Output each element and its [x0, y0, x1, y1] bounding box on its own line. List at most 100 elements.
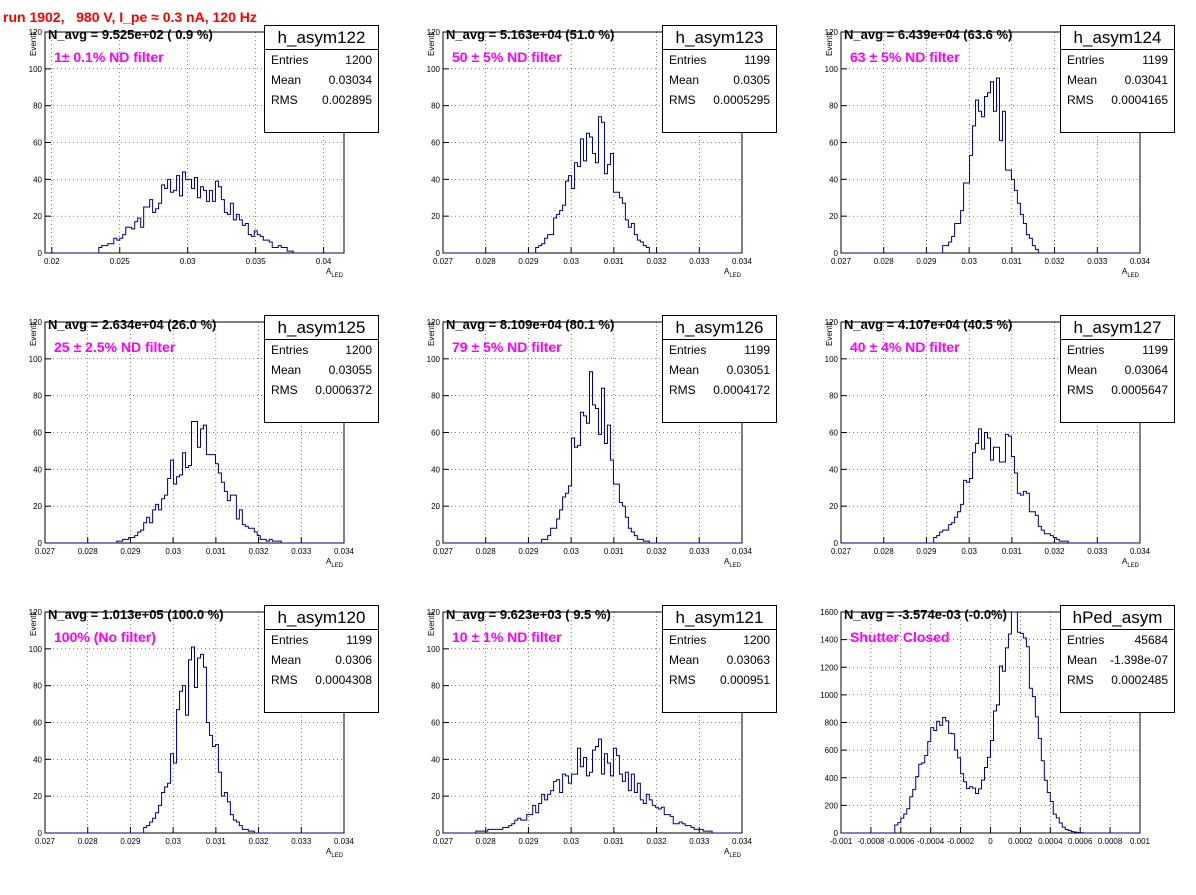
x-tick-label: 0.027 — [831, 547, 852, 556]
y-tick-label: 0 — [436, 829, 441, 838]
x-axis-label: ALED — [326, 267, 344, 279]
run-title: run 1902, 980 V, I_pe ≈ 0.3 nA, 120 Hz — [3, 9, 257, 25]
x-tick-label: 0.03 — [961, 257, 977, 266]
stats-value: 0.03051 — [726, 363, 770, 377]
x-tick-label: 0.032 — [647, 837, 668, 846]
x-tick-label: 0 — [988, 837, 993, 846]
x-tick-label: 0.031 — [206, 837, 227, 846]
x-tick-label: 0.032 — [249, 837, 270, 846]
stats-value: 1199 — [1142, 343, 1168, 357]
y-tick-label: 400 — [825, 774, 839, 783]
stats-row-rms: RMS 0.0006372 — [265, 380, 378, 400]
x-tick-label: 0.033 — [689, 257, 710, 266]
stats-label: Entries — [1067, 343, 1105, 357]
x-tick-label: 0.027 — [433, 837, 454, 846]
histogram-line — [841, 611, 1140, 834]
y-tick-label: 100 — [29, 645, 43, 654]
y-tick-label: 20 — [33, 502, 42, 511]
x-tick-label: 0.028 — [78, 837, 99, 846]
x-tick-label: 0.027 — [433, 547, 454, 556]
stats-label: RMS — [271, 673, 298, 687]
histogram-svg: 0.027 0.028 0.029 0.03 0.031 0.032 0.033 0.034 0… — [825, 318, 1151, 569]
stats-value: 0.0005295 — [713, 93, 770, 107]
x-tick-label: 0.0008 — [1098, 837, 1123, 846]
y-tick-label: 200 — [825, 801, 839, 810]
x-tick-label: 0.03 — [165, 837, 181, 846]
stats-label: RMS — [271, 93, 298, 107]
y-tick-label: 100 — [29, 65, 43, 74]
stats-box: h_asym121 Entries 1200 Mean 0.03063 RMS 0.0009… — [662, 605, 777, 713]
y-tick-label: 40 — [829, 175, 838, 184]
x-axis-label: ALED — [724, 557, 742, 569]
stats-value: 0.03055 — [328, 363, 372, 377]
x-tick-label: 0.031 — [604, 837, 625, 846]
y-tick-label: 20 — [33, 212, 42, 221]
stats-value: 1199 — [346, 633, 372, 647]
x-tick-label: 0.034 — [1130, 547, 1151, 556]
stats-value: 0.0006372 — [315, 383, 372, 397]
histogram-name: h_asym120 — [265, 606, 378, 630]
stats-value: 1200 — [345, 53, 372, 67]
y-tick-label: 0 — [834, 249, 839, 258]
y-tick-label: 20 — [431, 792, 440, 801]
n-avg-header: N_avg = 8.109e+04 (80.1 %) — [446, 317, 615, 332]
filter-annotation: 100% (No filter) — [54, 629, 156, 645]
x-tick-label: 0.028 — [874, 257, 895, 266]
histogram-line — [45, 171, 344, 254]
y-tick-label: 100 — [427, 645, 441, 654]
stats-label: RMS — [1067, 383, 1094, 397]
y-tick-label: 120 — [29, 318, 43, 327]
stats-label: RMS — [669, 93, 696, 107]
histogram-name: h_asym126 — [663, 316, 776, 340]
x-tick-label: 0.035 — [246, 257, 267, 266]
y-tick-label: 40 — [431, 175, 440, 184]
x-tick-label: 0.034 — [334, 837, 355, 846]
stats-row-entries: Entries 1199 — [663, 50, 776, 70]
stats-value: 1199 — [744, 343, 770, 357]
stats-box: h_asym124 Entries 1199 Mean 0.03041 RMS 0.0004… — [1060, 25, 1175, 133]
y-tick-label: 120 — [29, 608, 43, 617]
histogram-line — [443, 371, 742, 544]
y-axis-label: Events — [825, 322, 834, 346]
x-tick-label: 0.034 — [732, 547, 753, 556]
x-axis-label: ALED — [326, 557, 344, 569]
y-tick-label: 60 — [431, 139, 440, 148]
y-tick-label: 80 — [33, 102, 42, 111]
y-tick-label: 1600 — [820, 608, 838, 617]
x-tick-label: 0.032 — [1045, 547, 1066, 556]
filter-annotation: 63 ± 5% ND filter — [850, 49, 960, 65]
stats-label: Mean — [271, 363, 302, 377]
x-axis-label: ALED — [724, 267, 742, 279]
stats-value: 0.03064 — [1124, 363, 1168, 377]
histogram-line — [841, 77, 1140, 254]
histogram-name: h_asym124 — [1061, 26, 1174, 50]
histogram-svg: -0.001 -0.0008 -0.0006 -0.0004 -0.0002 0 0.000… — [820, 608, 1150, 846]
stats-row-mean: Mean -1.398e-07 — [1061, 650, 1174, 670]
y-tick-label: 100 — [825, 65, 839, 74]
stats-label: Entries — [271, 633, 309, 647]
x-tick-label: 0.029 — [120, 547, 141, 556]
histogram-name: h_asym123 — [663, 26, 776, 50]
x-tick-label: 0.032 — [249, 547, 270, 556]
stats-value: -1.398e-07 — [1109, 653, 1168, 667]
y-tick-label: 60 — [33, 719, 42, 728]
y-tick-label: 80 — [33, 682, 42, 691]
x-tick-label: 0.034 — [334, 547, 355, 556]
stats-value: 0.03041 — [1124, 73, 1168, 87]
stats-row-mean: Mean 0.03063 — [663, 650, 776, 670]
x-tick-label: 0.033 — [689, 837, 710, 846]
x-tick-label: 0.03 — [563, 837, 579, 846]
stats-value: 0.03063 — [726, 653, 770, 667]
x-tick-label: 0.031 — [206, 547, 227, 556]
y-tick-label: 0 — [38, 249, 43, 258]
stats-label: RMS — [669, 673, 696, 687]
x-tick-label: -0.0008 — [857, 837, 885, 846]
plot-pad-h_asym125: 0.027 0.028 0.029 0.03 0.031 0.032 0.033 0.034 0… — [0, 315, 398, 605]
stats-value: 0.0002485 — [1111, 673, 1168, 687]
stats-row-rms: RMS 0.0002485 — [1061, 670, 1174, 690]
y-tick-label: 80 — [431, 392, 440, 401]
plot-pad-h_asym121: 0.027 0.028 0.029 0.03 0.031 0.032 0.033 0.034 0… — [398, 605, 796, 895]
stats-label: Mean — [669, 73, 700, 87]
x-tick-label: 0.028 — [874, 547, 895, 556]
stats-label: RMS — [271, 383, 298, 397]
